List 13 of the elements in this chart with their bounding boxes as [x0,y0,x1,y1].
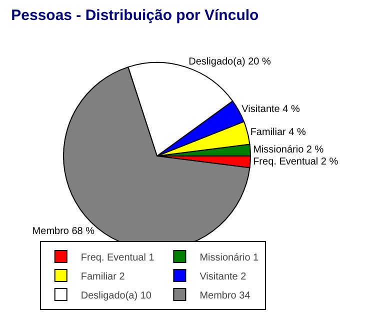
legend-label: Missionário 1 [200,252,260,264]
legend-label: Desligado(a) 10 [80,290,152,302]
legend-label: Membro 34 [200,290,251,302]
data-label: Membro 68 % [32,226,95,237]
data-label: Familiar 4 % [250,126,306,138]
data-label: Freq. Eventual 2 % [253,156,338,168]
legend-label: Freq. Eventual 1 [80,252,155,264]
legend-label: Familiar 2 [80,271,126,282]
data-label: Missionário 2 % [253,144,324,156]
data-label: Visitante 4 % [242,104,300,116]
data-label: Desligado(a) 20 % [188,56,272,68]
chart-title: Pessoas - Distribuição por Vínculo [11,7,259,24]
legend-label: Visitante 2 [200,271,247,282]
